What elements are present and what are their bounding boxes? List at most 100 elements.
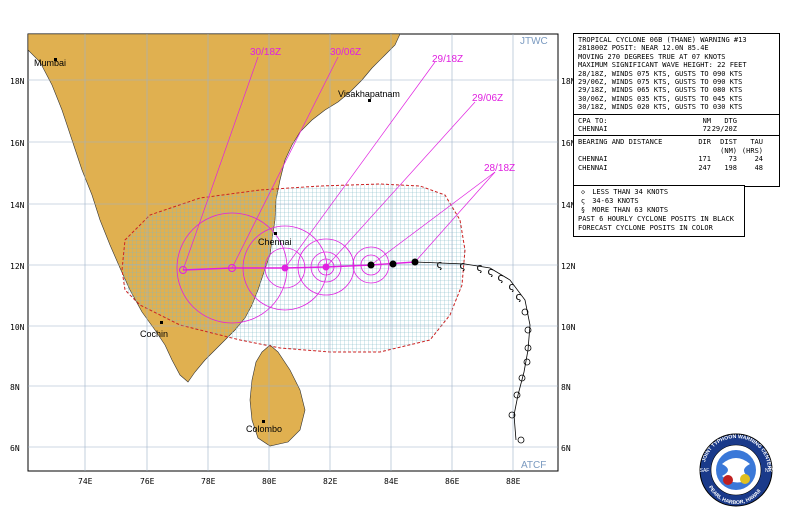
forecast-posits [179,263,330,274]
warning-line: 28/18Z, WINDS 075 KTS, GUSTS TO 090 KTS [578,69,743,78]
lat-label: 18N [561,77,576,86]
atcf-corner-label: ATCF [521,460,546,471]
lat-label: 14N [561,201,576,210]
warning-line: 30/06Z, WINDS 035 KTS, GUSTS TO 045 KTS [578,94,743,103]
bearing-dist: 198 [724,163,737,172]
seal-left-text: USAF [696,468,709,474]
typhoon-icon: § [580,206,586,214]
bearing-row: CHENNAI 171 73 24 [578,155,775,163]
past-posits [367,258,419,269]
seal-right-text: NAVY [765,468,779,474]
forecast-time-label: 29/06Z [472,93,503,104]
legend-note: PAST 6 HOURLY CYCLONE POSITS IN BLACK [578,215,734,223]
lat-label: 16N [10,139,25,148]
diamond-icon: ◇ [580,188,586,196]
bearing-units: (NM) (HRS) [578,147,775,155]
cpa-nm: 72 [702,125,711,134]
lat-label: 10N [561,323,576,332]
forecast-time-label: 30/06Z [330,47,361,58]
jtwc-seal-logo: JOINT TYPHOON WARNING CENTER PEARL HARBO… [696,433,779,507]
divider [574,113,779,115]
bearing-col-dir: DIR [698,138,711,147]
cpa-place: CHENNAI [578,125,608,134]
lon-label: 86E [445,477,460,486]
svg-text:ς: ς [487,265,494,278]
lon-label: 80E [262,477,277,486]
cpa-col-nm: NM [702,116,711,125]
svg-text:ς: ς [497,271,504,284]
lat-label: 12N [561,262,576,271]
bearing-place: CHENNAI [578,163,608,172]
place-label-chennai: Chennai [258,237,292,247]
legend-item: § MORE THAN 63 KNOTS [578,206,740,215]
place-label-visakhapatnam: Visakhapatnam [338,89,400,99]
warning-line: MAXIMUM SIGNIFICANT WAVE HEIGHT: 22 FEET [578,61,747,70]
city-markers [54,58,371,423]
bearing-col-dist: DIST [720,138,737,147]
svg-text:ς: ς [508,280,515,293]
lat-label: 6N [561,444,571,453]
svg-text:ς: ς [476,261,483,274]
place-label-colombo: Colombo [246,424,282,434]
legend-note: FORECAST CYCLONE POSITS IN COLOR [578,224,713,232]
warning-line: 29/18Z, WINDS 065 KTS, GUSTS TO 080 KTS [578,86,743,95]
divider [574,135,779,137]
lon-label: 88E [506,477,521,486]
bearing-tau: 24 [754,155,763,164]
cpa-row: CHENNAI 72 29/20Z [578,125,775,133]
warning-line: MOVING 270 DEGREES TRUE AT 07 KNOTS [578,52,726,61]
svg-text:ς: ς [459,259,466,272]
tropical-storm-icon: ς [580,197,586,205]
forecast-time-label: 30/18Z [250,47,281,58]
legend-label: MORE THAN 63 KNOTS [592,206,669,214]
legend-item: ς 34-63 KNOTS [578,197,740,206]
lat-label: 12N [10,262,25,271]
forecast-leaders [182,56,496,271]
warning-line: 281800Z POSIT: NEAR 12.0N 85.4E [578,44,709,53]
legend-item: ◇ LESS THAN 34 KNOTS [578,188,740,197]
place-label-mumbai: Mumbai [34,58,66,68]
lon-label: 78E [201,477,216,486]
lon-label: 82E [323,477,338,486]
lat-label: 18N [10,77,25,86]
lat-label: 10N [10,323,25,332]
forecast-time-label: 28/18Z [484,163,515,174]
bearing-unit-nm: (NM) [720,146,737,155]
warning-line: 29/06Z, WINDS 075 KTS, GUSTS TO 090 KTS [578,78,743,87]
svg-text:ς: ς [436,258,443,271]
lat-label: 6N [10,444,20,453]
legend-panel: ◇ LESS THAN 34 KNOTS ς 34-63 KNOTS § MOR… [573,185,745,237]
lon-label: 76E [140,477,155,486]
past-track-symbols: ς ς ς ς ς ς ς [436,258,532,444]
lat-label: 16N [561,139,576,148]
bearing-unit-hrs: (HRS) [741,146,763,155]
bearing-title: BEARING AND DISTANCE [578,138,663,147]
place-label-cochin: Cochin [140,329,168,339]
bearing-dir: 247 [698,163,711,172]
cpa-col-dtg: DTG [724,116,737,125]
cpa-dtg: 29/20Z [711,125,737,134]
bearing-dist: 73 [728,155,737,164]
legend-label: LESS THAN 34 KNOTS [592,188,669,196]
lat-label: 14N [10,201,25,210]
bearing-row: CHENNAI 247 198 48 [578,164,775,172]
legend-label: 34-63 KNOTS [592,197,639,205]
bearing-dir: 171 [698,155,711,164]
warning-info-panel: TROPICAL CYCLONE 06B (THANE) WARNING #13… [573,33,780,187]
warning-line: 30/18Z, WINDS 020 KTS, GUSTS TO 030 KTS [578,103,743,112]
lat-label: 8N [561,383,571,392]
bearing-place: CHENNAI [578,155,608,164]
lon-label: 84E [384,477,399,486]
jtwc-corner-label: JTWC [520,36,548,47]
forecast-track [182,261,416,271]
bearing-tau: 48 [754,163,763,172]
lat-label: 8N [10,383,20,392]
svg-text:ς: ς [515,290,522,303]
cpa-title: CPA TO: [578,116,608,125]
warning-title: TROPICAL CYCLONE 06B (THANE) WARNING #13 [578,36,747,44]
bearing-header: BEARING AND DISTANCE DIR DIST TAU [578,138,775,146]
bearing-col-tau: TAU [750,138,763,147]
forecast-time-label: 29/18Z [432,54,463,65]
lon-label: 74E [78,477,93,486]
